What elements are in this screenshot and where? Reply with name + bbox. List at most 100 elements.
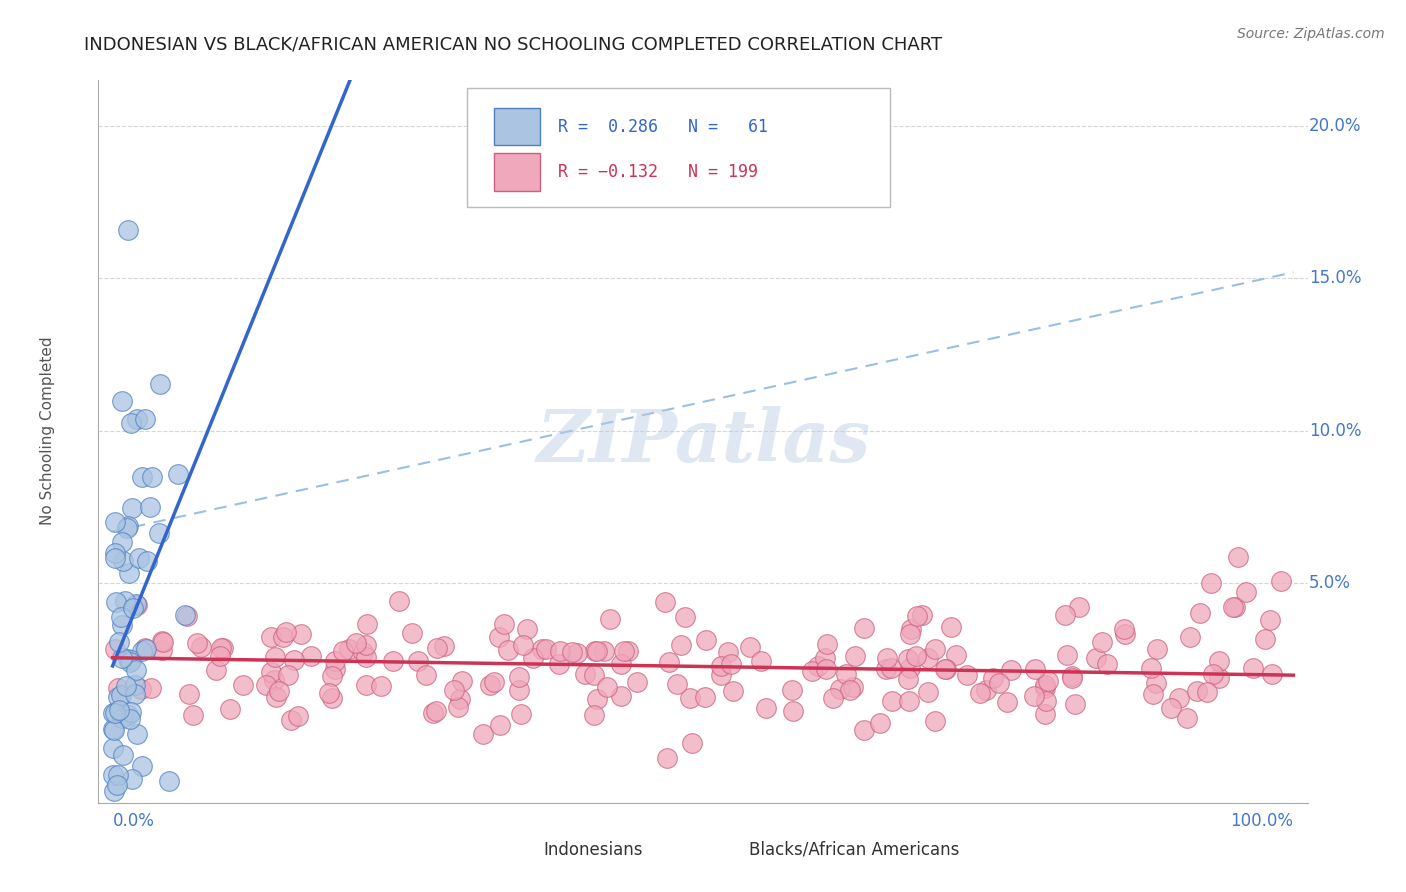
Point <box>911 608 934 623</box>
Point <box>494 616 516 631</box>
Point <box>354 638 377 652</box>
Point <box>1189 607 1212 621</box>
Point <box>658 656 681 670</box>
Point <box>117 652 139 666</box>
Point <box>124 678 146 692</box>
Point <box>152 635 174 649</box>
Point <box>112 748 135 763</box>
Point <box>516 622 538 636</box>
Point <box>869 715 891 730</box>
Point <box>983 671 1005 685</box>
Point <box>835 666 858 681</box>
Text: 5.0%: 5.0% <box>1309 574 1351 592</box>
Point <box>1095 657 1118 671</box>
Point <box>654 595 676 609</box>
Point <box>318 686 340 700</box>
Point <box>181 708 204 723</box>
Point <box>124 687 146 701</box>
Point <box>260 630 283 644</box>
Point <box>337 641 360 656</box>
Point <box>934 662 956 676</box>
Point <box>103 723 125 737</box>
FancyBboxPatch shape <box>494 153 540 191</box>
Point <box>1142 687 1164 701</box>
Text: 100.0%: 100.0% <box>1230 812 1294 830</box>
Point <box>574 666 596 681</box>
Point <box>264 650 287 665</box>
Point <box>121 772 143 786</box>
Point <box>1000 663 1022 677</box>
Point <box>828 682 851 697</box>
Point <box>1227 550 1250 565</box>
Point <box>117 222 139 236</box>
Text: 0.0%: 0.0% <box>112 812 155 830</box>
Point <box>807 659 830 673</box>
Point <box>269 684 291 698</box>
Point <box>610 689 633 703</box>
Point <box>451 674 474 689</box>
Point <box>610 657 633 671</box>
Point <box>110 393 132 408</box>
Point <box>1222 599 1244 614</box>
Point <box>190 640 212 654</box>
Point <box>488 630 510 644</box>
Point <box>924 642 946 657</box>
Point <box>897 651 920 665</box>
Point <box>108 635 131 649</box>
Point <box>107 768 129 782</box>
Point <box>105 594 128 608</box>
Point <box>695 632 717 647</box>
Point <box>671 639 693 653</box>
Point <box>1195 684 1218 698</box>
Point <box>880 661 903 675</box>
Point <box>287 709 309 723</box>
Point <box>710 667 733 681</box>
Point <box>447 700 470 714</box>
Point <box>121 500 143 515</box>
Point <box>129 681 152 696</box>
Text: Indonesians: Indonesians <box>543 841 643 859</box>
Point <box>433 639 456 653</box>
Point <box>352 645 374 659</box>
Point <box>995 694 1018 708</box>
Point <box>548 643 571 657</box>
Point <box>1258 613 1281 627</box>
Point <box>655 751 678 765</box>
Point <box>177 687 200 701</box>
Point <box>280 713 302 727</box>
Point <box>108 702 131 716</box>
Point <box>120 712 142 726</box>
Point <box>104 546 127 560</box>
Point <box>586 644 609 658</box>
Point <box>110 688 132 702</box>
Text: Blacks/African Americans: Blacks/African Americans <box>749 841 959 859</box>
Point <box>626 675 648 690</box>
Point <box>150 633 173 648</box>
Point <box>104 551 127 566</box>
Point <box>104 706 127 721</box>
Point <box>976 682 998 697</box>
Point <box>115 521 138 535</box>
Point <box>917 651 939 665</box>
Point <box>443 683 465 698</box>
Point <box>1056 648 1078 662</box>
Point <box>323 662 346 676</box>
Point <box>1064 697 1087 711</box>
Point <box>755 701 778 715</box>
Point <box>104 515 127 529</box>
Point <box>616 643 638 657</box>
Point <box>678 691 700 706</box>
Point <box>815 637 838 651</box>
Point <box>599 612 621 626</box>
Point <box>1254 632 1277 646</box>
Point <box>782 683 804 698</box>
Point <box>800 664 823 678</box>
FancyBboxPatch shape <box>703 837 742 863</box>
Point <box>101 706 124 720</box>
Point <box>114 594 136 608</box>
Point <box>122 600 145 615</box>
Text: No Schooling Completed: No Schooling Completed <box>41 336 55 525</box>
Point <box>852 621 875 635</box>
Point <box>104 642 127 657</box>
Point <box>426 640 449 655</box>
